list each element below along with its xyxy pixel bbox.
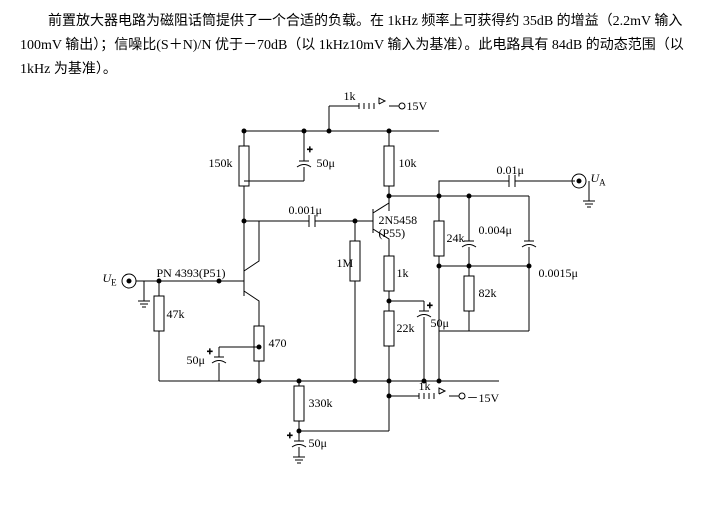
lbl-r22k: 22k [397, 321, 415, 336]
lbl-c0004u: 0.004μ [479, 223, 512, 238]
lbl-c50u-left: 50μ [187, 353, 205, 368]
lbl-c50u-top: 50μ [317, 156, 335, 171]
lbl-c50u-bot: 50μ [309, 436, 327, 451]
lbl-ue: UE [103, 271, 117, 287]
lbl-r1k-bot: 1k [419, 379, 431, 394]
svg-text:+: + [307, 145, 313, 156]
svg-text:+: + [427, 301, 433, 312]
lbl-r1k-top: 1k [344, 89, 356, 104]
lbl-c50u-mid: 50μ [431, 316, 449, 331]
lbl-r24k: 24k [447, 231, 465, 246]
lbl-r47k: 47k [167, 307, 185, 322]
description-paragraph: 前置放大器电路为磁阻话筒提供了一个合适的负载。在 1kHz 频率上可获得约 35… [20, 10, 697, 81]
lbl-ua: UA [591, 171, 606, 187]
lbl-r82k: 82k [479, 286, 497, 301]
lbl-15v-neg: －15V [467, 389, 500, 406]
lbl-c0001u: 0.001μ [289, 203, 322, 218]
lbl-c00015u: 0.0015μ [539, 266, 578, 281]
lbl-r330k: 330k [309, 396, 333, 411]
lbl-r470: 470 [269, 336, 287, 351]
svg-text:+: + [287, 431, 293, 442]
circuit-diagram: + + + + 1k 15V 50μ 10k 150k 0.001μ 0.01μ… [89, 91, 629, 471]
lbl-r10k: 10k [399, 156, 417, 171]
lbl-r1k-mid2: 1k [397, 266, 409, 281]
lbl-p55: (P55) [379, 226, 406, 241]
lbl-pn4393: PN 4393(P51) [157, 266, 226, 281]
lbl-c001u: 0.01μ [497, 163, 524, 178]
lbl-r1m: 1M [337, 256, 354, 271]
lbl-r150k: 150k [209, 156, 233, 171]
svg-text:+: + [207, 347, 213, 358]
lbl-15v-pos: 15V [407, 99, 428, 114]
